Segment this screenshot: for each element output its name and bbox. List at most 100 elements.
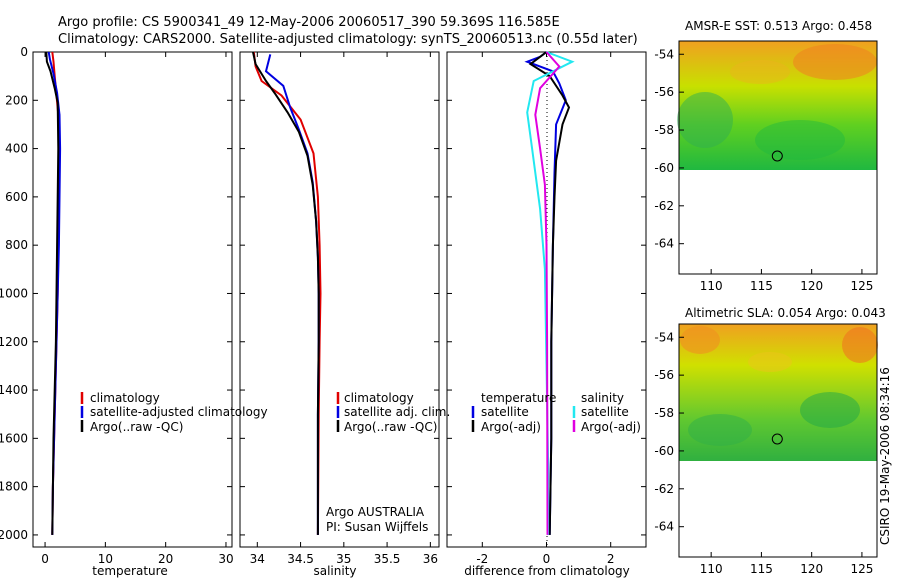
series-line-argo-adj- [534, 51, 561, 535]
y-tick-label: -60 [654, 444, 674, 458]
sst-ticks: 110 115 120 125 -54 -56 -58 -60 -62 -64 [654, 47, 873, 293]
legend-label-sal-argo: Argo(-adj) [581, 420, 641, 434]
y-tick-label: 600 [5, 190, 28, 204]
argo-position-marker [771, 433, 783, 445]
series-line-argo-raw-qc- [45, 51, 60, 535]
y-tick-label: -60 [654, 161, 674, 175]
y-tick-label: -58 [654, 123, 674, 137]
x-tick-label: 125 [850, 562, 873, 576]
figure-title-line2: Climatology: CARS2000. Satellite-adjuste… [58, 32, 638, 47]
sla-axes-box [678, 323, 878, 558]
legend-label-temp-satellite: satellite [481, 405, 529, 419]
legend-label-argo-raw: Argo(..raw -QC) [344, 420, 437, 434]
salinity-ticks: 34 34.5 35 35.5 36 [240, 51, 439, 566]
y-tick-label: -54 [654, 330, 674, 344]
x-tick-label: 110 [700, 562, 723, 576]
sla-map-title: Altimetric SLA: 0.054 Argo: 0.043 [685, 306, 886, 320]
legend-label-argo-raw: Argo(..raw -QC) [90, 420, 183, 434]
sst-map-panel: AMSR-E SST: 0.513 Argo: 0.458 110 115 120 1… [654, 19, 878, 293]
y-tick-label: 2000 [0, 528, 28, 542]
sst-map-title: AMSR-E SST: 0.513 Argo: 0.458 [685, 19, 872, 33]
difference-xlabel: difference from climatology [464, 564, 630, 578]
x-tick-label: 10 [98, 552, 113, 566]
sla-warm-patch [842, 327, 878, 363]
csiro-timestamp-label: CSIRO 19-May-2006 08:34:16 [878, 367, 892, 545]
y-tick-label: 1000 [0, 286, 28, 300]
x-tick-label: 125 [850, 279, 873, 293]
legend-label-climatology: climatology [344, 391, 414, 405]
x-tick-label: 35 [336, 552, 351, 566]
sst-axes-box [678, 40, 878, 275]
salinity-legend: climatology satellite adj. clim. Argo(..… [336, 391, 450, 434]
temperature-panel: 0 10 20 30 0 200 400 600 800 1000 1200 1400 1600 1800… [0, 45, 268, 578]
legend-group-temperature: temperature [481, 391, 556, 405]
sst-warm-patch [730, 60, 790, 84]
argo-annotation-line1: Argo AUSTRALIA [326, 505, 425, 519]
salinity-series-lines [252, 51, 322, 535]
difference-series-lines [524, 51, 575, 535]
sla-cool-patch [688, 414, 752, 446]
legend-group-salinity: salinity [581, 391, 624, 405]
temperature-ticks: 0 10 20 30 0 200 400 600 800 1000 1200 1400 1600 1800… [0, 45, 234, 566]
x-tick-label: 120 [800, 562, 823, 576]
x-tick-label: 30 [218, 552, 233, 566]
y-tick-label: 0 [20, 45, 28, 59]
legend-label-temp-argo: Argo(-adj) [481, 420, 541, 434]
y-tick-label: 1800 [0, 480, 28, 494]
y-tick-label: -54 [654, 47, 674, 61]
temperature-legend: climatology satellite-adjusted climatolo… [80, 391, 268, 434]
x-tick-label: 110 [700, 279, 723, 293]
x-tick-label: 20 [158, 552, 173, 566]
y-tick-label: -58 [654, 406, 674, 420]
x-tick-label: 35.5 [374, 552, 401, 566]
x-tick-label: -2 [476, 552, 488, 566]
y-tick-label: -62 [654, 482, 674, 496]
difference-ticks: -2 0 2 [447, 51, 646, 566]
y-tick-label: 1200 [0, 335, 28, 349]
sla-warm-patch [748, 352, 792, 372]
figure-title-line1: Argo profile: CS 5900341_49 12-May-2006 … [58, 15, 560, 30]
sst-heatmap-texture [677, 44, 877, 160]
sla-heatmap-texture [680, 326, 878, 446]
sla-map-panel: Altimetric SLA: 0.054 Argo: 0.043 110 115… [654, 306, 885, 576]
series-line-argo-raw-qc- [252, 51, 320, 535]
y-tick-label: 400 [5, 142, 28, 156]
legend-label-sal-satellite: satellite [581, 405, 629, 419]
difference-panel: -2 0 2 difference from climatology tempera… [446, 51, 647, 578]
salinity-xlabel: salinity [313, 564, 356, 578]
salinity-panel: 34 34.5 35 35.5 36 salinity climatology sate… [239, 51, 450, 578]
series-line-satellite [526, 51, 575, 535]
series-line-climatology [252, 51, 322, 535]
sst-warm-patch [793, 44, 877, 80]
y-tick-label: -56 [654, 85, 674, 99]
y-tick-label: 1400 [0, 383, 28, 397]
argo-annotation-line2: PI: Susan Wijffels [326, 520, 428, 534]
temperature-xlabel: temperature [92, 564, 167, 578]
legend-label-satellite-adjusted: satellite-adjusted climatology [90, 405, 268, 419]
x-tick-label: 120 [800, 279, 823, 293]
x-tick-label: 115 [750, 279, 773, 293]
x-tick-label: 0 [543, 552, 551, 566]
y-tick-label: -62 [654, 199, 674, 213]
y-tick-label: -64 [654, 520, 674, 534]
x-tick-label: 34.5 [287, 552, 314, 566]
y-tick-label: 200 [5, 93, 28, 107]
y-tick-label: 800 [5, 238, 28, 252]
temperature-axes-box [32, 51, 233, 548]
sst-cool-patch [677, 92, 733, 148]
legend-label-climatology: climatology [90, 391, 160, 405]
sst-cool-patch [755, 120, 845, 160]
series-line-satellite-adj-clim- [264, 54, 320, 535]
y-tick-label: 1600 [0, 431, 28, 445]
x-tick-label: 34 [250, 552, 265, 566]
y-tick-label: -56 [654, 368, 674, 382]
salinity-axes-box [239, 51, 440, 548]
sla-warm-patch [680, 326, 720, 354]
argo-position-marker [771, 150, 783, 162]
x-tick-label: 0 [41, 552, 49, 566]
temperature-series-lines [45, 51, 62, 535]
y-tick-label: -64 [654, 237, 674, 251]
sla-cool-patch [800, 392, 860, 428]
difference-legend: temperature satellite Argo(-adj) salinit… [471, 391, 641, 434]
